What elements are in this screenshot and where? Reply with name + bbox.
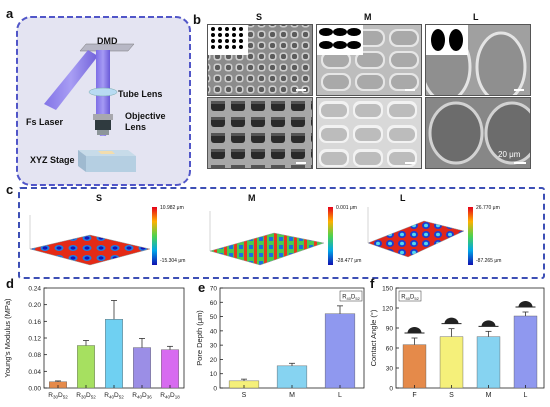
contact-angle-chart: 0 30 60 90 120 150 Contact Angle (°) F S M L R40D52	[369, 286, 545, 399]
bar	[439, 336, 464, 389]
y-tick-label: 0.04	[28, 369, 41, 376]
profile-m-max: 0.001 μm	[336, 205, 357, 211]
bar	[77, 345, 95, 389]
x-tick-label: R40D18	[160, 392, 180, 400]
y-tick-label: 0	[213, 386, 217, 393]
y-tick-label: 0	[389, 386, 393, 393]
panel-label-e: e	[198, 280, 206, 295]
profile-s-max: 10.982 μm	[160, 205, 184, 211]
x-tick-label: L	[524, 392, 528, 399]
x-tick-label: R40D36	[132, 392, 152, 400]
tube-lens-label: Tube Lens	[118, 89, 163, 99]
sem-image-l-bottom: 20 μm	[425, 97, 531, 169]
profile-panel-border	[18, 187, 545, 279]
y-tick-label: 90	[386, 326, 394, 333]
sem-image-m-top	[316, 24, 422, 96]
profile-l-min: -87.265 μm	[476, 258, 502, 264]
x-tick-label: L	[338, 392, 342, 399]
droplet-icon	[481, 320, 496, 327]
youngs-modulus-chart: 0.00 0.04 0.08 0.12 0.16 0.20 0.24 Young's Modu…	[3, 286, 185, 400]
annotation-label: R40D52	[401, 295, 419, 302]
objective-label-line1: Objective	[125, 111, 166, 121]
setup-schematic	[16, 16, 191, 186]
bar	[276, 365, 308, 389]
bar	[161, 349, 179, 389]
annotation-label: R40D52	[342, 295, 360, 302]
scale-label: 20 μm	[498, 150, 521, 159]
profile-graphics	[29, 207, 473, 266]
y-axis-label: Pore Depth (μm)	[195, 310, 204, 366]
sem-image-s-bottom	[207, 97, 313, 169]
y-tick-label: 0.24	[28, 286, 41, 293]
x-tick-label: F	[412, 392, 416, 399]
y-tick-label: 0.08	[28, 352, 41, 359]
panel-label-b: b	[193, 12, 201, 27]
profile-title-s: S	[96, 193, 103, 203]
profile-title-l: L	[400, 193, 406, 203]
sem-image-m-bottom	[316, 97, 422, 169]
y-axis-label: Young's Modulus (MPa)	[3, 298, 12, 378]
y-tick-label: 0.00	[28, 386, 41, 393]
profile-title-m: M	[248, 193, 256, 203]
panel-label-f: f	[370, 276, 375, 291]
profile-l-max: 26.770 μm	[476, 205, 500, 211]
sem-col-l: L	[473, 12, 479, 22]
bar	[324, 313, 356, 389]
y-tick-label: 0.16	[28, 319, 41, 326]
y-tick-label: 40	[210, 328, 218, 335]
x-tick-label: S	[242, 392, 247, 399]
dmd-label: DMD	[97, 36, 118, 46]
y-tick-label: 30	[386, 366, 394, 373]
y-tick-label: 0.20	[28, 302, 41, 309]
y-tick-label: 50	[210, 314, 218, 321]
bar	[133, 347, 151, 389]
x-tick-label: R30D52	[48, 392, 68, 400]
y-tick-label: 70	[210, 286, 218, 293]
y-tick-label: 30	[210, 343, 218, 350]
annotation-box	[339, 290, 363, 302]
objective-label-line2: Lens	[125, 122, 147, 132]
y-axis-label: Contact Angle (°)	[369, 309, 378, 366]
y-tick-label: 0.12	[28, 336, 41, 343]
sem-col-m: M	[364, 12, 372, 22]
droplet-icon	[518, 301, 533, 307]
y-tick-label: 10	[210, 371, 218, 378]
droplet-icon	[444, 317, 459, 324]
bar	[513, 315, 538, 389]
pore-depth-chart: 0 10 20 30 40 50 60 70 Pore Depth (μm) S M L R40D52	[195, 286, 365, 399]
panel-label-a: a	[6, 6, 14, 21]
bar	[105, 319, 123, 389]
panel-label-d: d	[6, 276, 14, 291]
annotation-box	[398, 290, 422, 302]
plot-frame	[395, 287, 545, 389]
sem-col-s: S	[256, 12, 263, 22]
fs-laser-label: Fs Laser	[26, 117, 64, 127]
y-tick-label: 60	[386, 346, 394, 353]
x-tick-label: M	[486, 392, 492, 399]
bar	[402, 344, 427, 389]
x-tick-label: S	[449, 392, 454, 399]
x-tick-label: M	[289, 392, 295, 399]
x-tick-label: R30D52	[76, 392, 96, 400]
y-tick-label: 120	[382, 306, 393, 313]
profile-s-min: -15.304 μm	[160, 258, 186, 264]
droplet-icon	[407, 327, 422, 333]
y-tick-label: 20	[210, 357, 218, 364]
sem-image-l-top	[425, 24, 531, 96]
xyz-stage-label: XYZ Stage	[30, 155, 75, 165]
sem-image-s-top	[207, 24, 313, 96]
y-tick-label: 150	[382, 286, 393, 293]
panel-label-c: c	[6, 182, 14, 197]
y-tick-label: 60	[210, 300, 218, 307]
profile-m-min: -28.477 μm	[336, 258, 362, 264]
bar	[476, 336, 501, 389]
x-tick-label: R40D52	[104, 392, 124, 400]
